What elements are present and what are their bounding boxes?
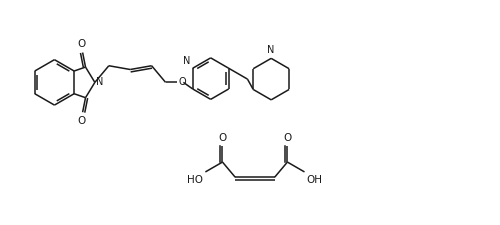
Text: O: O — [178, 77, 186, 87]
Text: N: N — [96, 77, 103, 87]
Text: N: N — [268, 45, 275, 55]
Text: O: O — [78, 39, 86, 49]
Text: OH: OH — [306, 175, 322, 185]
Text: O: O — [284, 133, 292, 143]
Text: HO: HO — [188, 175, 204, 185]
Text: N: N — [184, 56, 191, 66]
Text: O: O — [78, 116, 86, 126]
Text: O: O — [218, 133, 226, 143]
